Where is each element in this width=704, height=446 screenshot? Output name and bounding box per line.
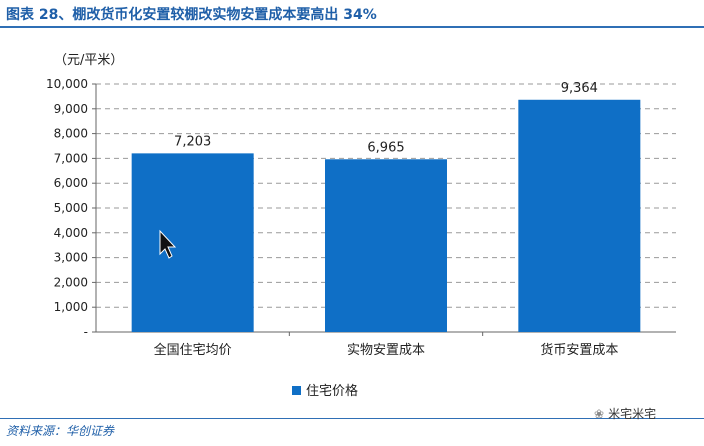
y-unit-label: （元/平米） xyxy=(54,53,123,68)
data-label: 6,965 xyxy=(367,140,404,155)
y-tick-label: - xyxy=(84,325,88,339)
y-tick-label: 6,000 xyxy=(54,176,88,190)
wechat-icon: ❀ xyxy=(594,407,604,421)
watermark: ❀ 米宅米宅 xyxy=(594,405,656,422)
y-tick-label: 8,000 xyxy=(54,127,88,141)
y-tick-label: 2,000 xyxy=(54,275,88,289)
watermark-text: 米宅米宅 xyxy=(608,407,656,421)
source-note: 资料来源：华创证券 xyxy=(6,422,114,439)
y-tick-label: 1,000 xyxy=(54,300,88,314)
y-tick-label: 10,000 xyxy=(46,77,88,91)
x-tick-label: 实物安置成本 xyxy=(347,343,425,358)
bar xyxy=(518,100,640,332)
y-tick-label: 7,000 xyxy=(54,151,88,165)
legend-label: 住宅价格 xyxy=(306,383,358,399)
y-tick-label: 5,000 xyxy=(54,201,88,215)
bar xyxy=(325,159,447,332)
y-tick-label: 4,000 xyxy=(54,226,88,240)
y-tick-label: 3,000 xyxy=(54,251,88,265)
bar xyxy=(132,153,254,332)
data-label: 7,203 xyxy=(174,134,211,149)
x-tick-label: 货币安置成本 xyxy=(540,342,618,358)
legend-swatch xyxy=(292,386,301,395)
x-tick-label: 全国住宅均价 xyxy=(154,342,232,358)
data-label: 9,364 xyxy=(561,81,598,96)
y-tick-label: 9,000 xyxy=(54,102,88,116)
